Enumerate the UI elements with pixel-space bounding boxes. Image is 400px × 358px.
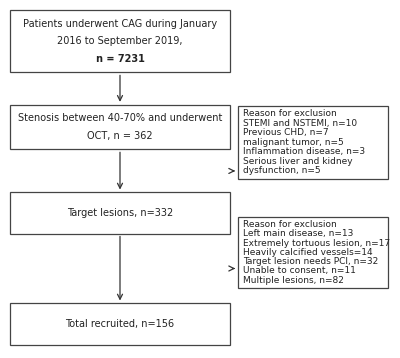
Text: dysfunction, n=5: dysfunction, n=5 [243,166,320,175]
Bar [10,105,230,150]
Text: Reason for exclusion: Reason for exclusion [243,220,336,229]
Text: 2016 to September 2019,: 2016 to September 2019, [57,36,183,46]
Text: Total recruited, n=156: Total recruited, n=156 [66,319,174,329]
Text: STEMI and NSTEMI, n=10: STEMI and NSTEMI, n=10 [243,119,357,128]
Text: Heavily calcified vessels=14: Heavily calcified vessels=14 [243,248,372,257]
Text: Multiple lesions, n=82: Multiple lesions, n=82 [243,276,344,285]
Bar [10,10,230,72]
Text: OCT, n = 362: OCT, n = 362 [87,131,153,141]
Bar [238,217,388,288]
Text: n = 7231: n = 7231 [96,54,144,64]
Text: Target lesions, n=332: Target lesions, n=332 [67,208,173,218]
Text: Unable to consent, n=11: Unable to consent, n=11 [243,266,356,275]
Bar [238,106,388,179]
Text: Left main disease, n=13: Left main disease, n=13 [243,229,353,238]
Text: Extremely tortuous lesion, n=17: Extremely tortuous lesion, n=17 [243,239,390,248]
Text: Stenosis between 40-70% and underwent: Stenosis between 40-70% and underwent [18,113,222,124]
Text: Reason for exclusion: Reason for exclusion [243,110,336,118]
Text: Target lesion needs PCI, n=32: Target lesion needs PCI, n=32 [243,257,378,266]
Bar [10,304,230,344]
Text: Serious liver and kidney: Serious liver and kidney [243,157,352,166]
Text: malignant tumor, n=5: malignant tumor, n=5 [243,138,344,147]
Bar [10,192,230,233]
Text: Previous CHD, n=7: Previous CHD, n=7 [243,129,328,137]
Text: Patients underwent CAG during January: Patients underwent CAG during January [23,19,217,29]
Text: Inflammation disease, n=3: Inflammation disease, n=3 [243,147,365,156]
